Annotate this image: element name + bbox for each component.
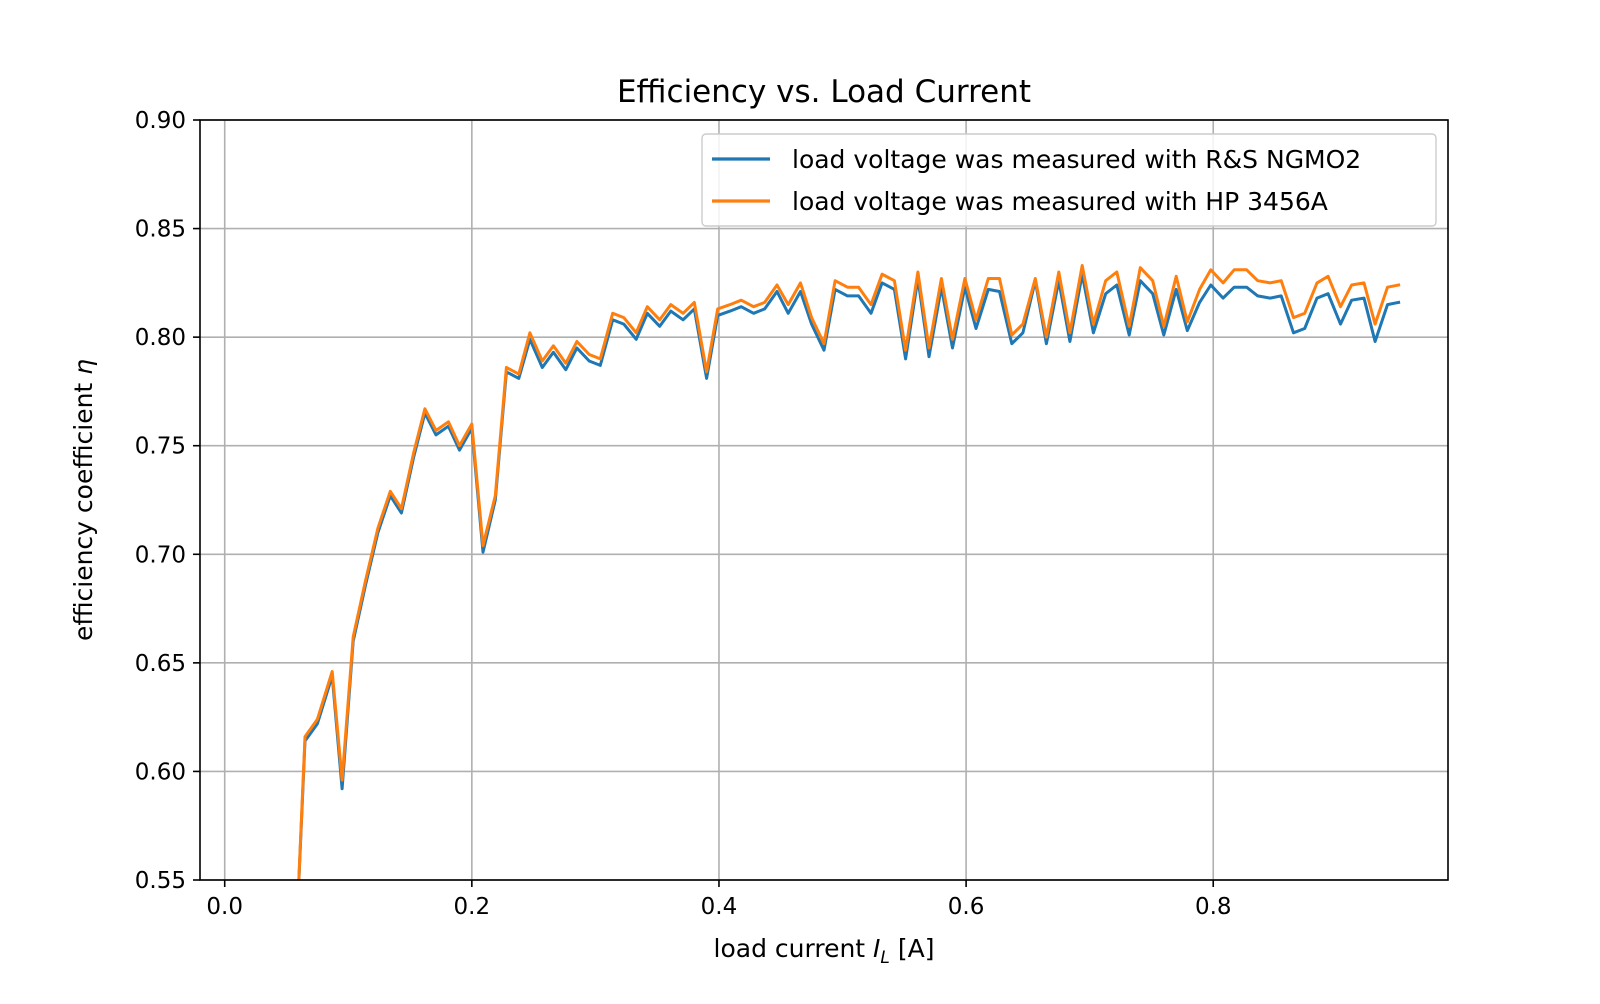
y-tick-label: 0.80 <box>135 325 186 351</box>
y-tick-label: 0.60 <box>135 759 186 785</box>
y-axis-label-prefix: efficiency coefficient <box>69 375 98 641</box>
y-axis-label-symbol: η <box>69 359 98 375</box>
x-axis-label-symbol: I <box>873 934 880 963</box>
legend-box <box>701 133 1437 227</box>
axis-ticks: 0.0 0.2 0.4 0.6 0.8 0.55 0.60 0.65 0.70 0.75 0.80 0… <box>135 108 1232 920</box>
x-tick-label: 0.6 <box>948 894 985 920</box>
y-axis-label: efficiency coefficient η <box>69 359 98 641</box>
x-tick-label: 0.4 <box>701 894 738 920</box>
series-line-2 <box>297 264 1401 880</box>
x-tick-label: 0.8 <box>1195 894 1232 920</box>
x-axis-label: load current IL [A] <box>714 934 935 968</box>
y-tick-label: 0.70 <box>135 542 186 568</box>
x-tick-label: 0.2 <box>454 894 491 920</box>
y-tick-label: 0.85 <box>135 217 186 243</box>
y-tick-label: 0.75 <box>135 434 186 460</box>
series-lines <box>297 264 1401 880</box>
x-axis-label-subscript: L <box>880 948 889 968</box>
legend-entries: load voltage was measured with R&S NGMO2… <box>712 145 1361 216</box>
y-tick-label: 0.90 <box>135 108 186 134</box>
x-axis-label-prefix: load current <box>714 934 874 963</box>
plot-frame <box>199 119 1449 881</box>
x-axis-label-suffix: [A] <box>890 934 935 963</box>
x-tick-label: 0.0 <box>206 894 243 920</box>
legend-label-1: load voltage was measured with R&S NGMO2 <box>792 145 1361 174</box>
legend: load voltage was measured with R&S NGMO2… <box>701 133 1437 227</box>
y-tick-label: 0.65 <box>135 651 186 677</box>
chart-title: Efficiency vs. Load Current <box>617 74 1031 110</box>
legend-label-2: load voltage was measured with HP 3456A <box>792 187 1328 216</box>
y-tick-label: 0.55 <box>135 868 186 894</box>
